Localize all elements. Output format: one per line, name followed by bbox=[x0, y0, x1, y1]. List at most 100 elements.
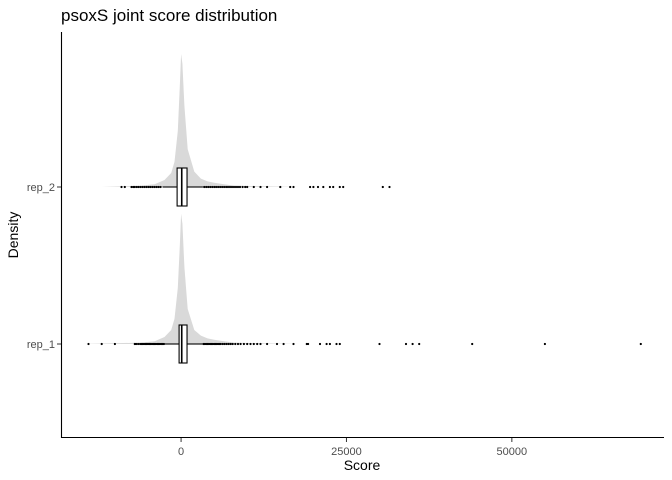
outlier-rep_1 bbox=[639, 342, 642, 346]
outlier-rep_2 bbox=[259, 185, 262, 189]
outlier-rep_2 bbox=[209, 185, 212, 189]
outlier-rep_1 bbox=[328, 342, 331, 346]
outlier-rep_1 bbox=[338, 342, 341, 346]
outlier-rep_2 bbox=[133, 185, 136, 189]
density-ridge-rep_1 bbox=[81, 213, 301, 344]
outlier-rep_2 bbox=[153, 185, 156, 189]
outlier-rep_1 bbox=[246, 342, 249, 346]
outlier-rep_2 bbox=[120, 185, 123, 189]
outlier-rep_2 bbox=[130, 185, 133, 189]
outlier-points bbox=[87, 185, 642, 346]
outlier-rep_1 bbox=[113, 342, 116, 346]
outlier-rep_1 bbox=[307, 342, 310, 346]
outlier-rep_2 bbox=[234, 185, 238, 189]
outlier-rep_1 bbox=[236, 342, 240, 346]
box-rep_1 bbox=[178, 324, 188, 364]
outlier-rep_1 bbox=[221, 342, 224, 346]
y-axis-ticks: rep_1 rep_2 bbox=[27, 182, 61, 351]
outlier-rep_2 bbox=[292, 185, 295, 189]
density-ridge-rep_2 bbox=[101, 54, 301, 187]
outlier-rep_1 bbox=[318, 342, 322, 346]
outlier-rep_2 bbox=[155, 185, 158, 189]
outlier-rep_2 bbox=[205, 185, 208, 189]
outlier-rep_2 bbox=[244, 185, 247, 189]
outlier-rep_2 bbox=[203, 185, 206, 189]
outlier-rep_1 bbox=[231, 342, 234, 346]
outlier-rep_2 bbox=[289, 185, 292, 189]
outlier-rep_1 bbox=[282, 342, 285, 346]
outlier-rep_2 bbox=[137, 185, 140, 189]
outlier-rep_1 bbox=[219, 342, 222, 346]
outlier-rep_1 bbox=[325, 342, 328, 346]
outlier-rep_2 bbox=[143, 185, 146, 189]
outlier-rep_1 bbox=[229, 342, 232, 346]
outlier-rep_2 bbox=[217, 185, 220, 189]
x-tick-label: 0 bbox=[178, 446, 184, 458]
outlier-rep_1 bbox=[266, 342, 269, 346]
outlier-rep_1 bbox=[225, 342, 228, 346]
outlier-rep_2 bbox=[223, 185, 226, 189]
y-tick-label: rep_2 bbox=[27, 182, 55, 194]
outlier-rep_1 bbox=[87, 342, 90, 346]
outlier-rep_1 bbox=[100, 342, 103, 346]
outlier-rep_2 bbox=[139, 185, 142, 189]
outlier-rep_2 bbox=[226, 185, 230, 189]
x-axis-title: Score bbox=[344, 457, 381, 473]
outlier-rep_2 bbox=[147, 185, 150, 189]
outlier-rep_1 bbox=[471, 342, 474, 346]
x-tick-label: 50000 bbox=[497, 446, 528, 458]
outlier-rep_2 bbox=[241, 185, 244, 189]
outlier-rep_2 bbox=[225, 185, 228, 189]
outlier-rep_2 bbox=[312, 185, 315, 189]
outlier-rep_1 bbox=[223, 342, 226, 346]
outlier-rep_2 bbox=[157, 185, 160, 189]
outlier-rep_2 bbox=[159, 185, 162, 189]
outlier-rep_1 bbox=[378, 342, 381, 346]
y-axis-title: Density bbox=[5, 212, 21, 259]
outlier-rep_2 bbox=[211, 185, 214, 189]
outlier-rep_1 bbox=[259, 342, 262, 346]
outlier-rep_1 bbox=[411, 342, 414, 346]
outlier-rep_2 bbox=[332, 185, 335, 189]
outlier-rep_2 bbox=[135, 185, 138, 189]
outlier-rep_2 bbox=[309, 185, 312, 189]
outlier-rep_2 bbox=[328, 185, 331, 189]
outlier-rep_2 bbox=[266, 185, 269, 189]
outlier-rep_2 bbox=[141, 185, 144, 189]
ridges bbox=[81, 54, 301, 344]
outlier-rep_1 bbox=[242, 342, 245, 346]
outlier-rep_2 bbox=[215, 185, 218, 189]
outlier-rep_1 bbox=[137, 342, 140, 346]
outlier-rep_1 bbox=[234, 342, 237, 346]
outlier-rep_2 bbox=[232, 185, 236, 189]
outlier-rep_2 bbox=[342, 185, 345, 189]
outlier-rep_2 bbox=[246, 185, 249, 189]
outlier-rep_2 bbox=[221, 185, 224, 189]
outlier-rep_2 bbox=[316, 185, 320, 189]
x-axis-ticks: 0 25000 50000 bbox=[178, 438, 527, 458]
outlier-rep_2 bbox=[145, 185, 148, 189]
outlier-rep_1 bbox=[135, 342, 138, 346]
outlier-rep_2 bbox=[213, 185, 216, 189]
outlier-rep_2 bbox=[381, 185, 384, 189]
outlier-rep_1 bbox=[543, 342, 547, 346]
outlier-rep_2 bbox=[238, 185, 242, 189]
outlier-rep_2 bbox=[252, 185, 255, 189]
outlier-rep_2 bbox=[388, 185, 391, 189]
outlier-rep_2 bbox=[322, 185, 325, 189]
x-tick-label: 25000 bbox=[331, 446, 362, 458]
outlier-rep_1 bbox=[418, 342, 421, 346]
outlier-rep_2 bbox=[236, 185, 240, 189]
outlier-rep_2 bbox=[207, 185, 210, 189]
outlier-rep_1 bbox=[404, 342, 408, 346]
outlier-rep_1 bbox=[227, 342, 230, 346]
outlier-rep_2 bbox=[338, 185, 341, 189]
y-tick-label: rep_1 bbox=[27, 339, 55, 351]
outlier-rep_2 bbox=[279, 185, 282, 189]
outlier-rep_2 bbox=[219, 185, 222, 189]
outlier-rep_1 bbox=[292, 342, 295, 346]
chart-title: psoxS joint score distribution bbox=[61, 6, 277, 25]
outlier-rep_2 bbox=[230, 185, 234, 189]
outlier-rep_1 bbox=[239, 342, 242, 346]
